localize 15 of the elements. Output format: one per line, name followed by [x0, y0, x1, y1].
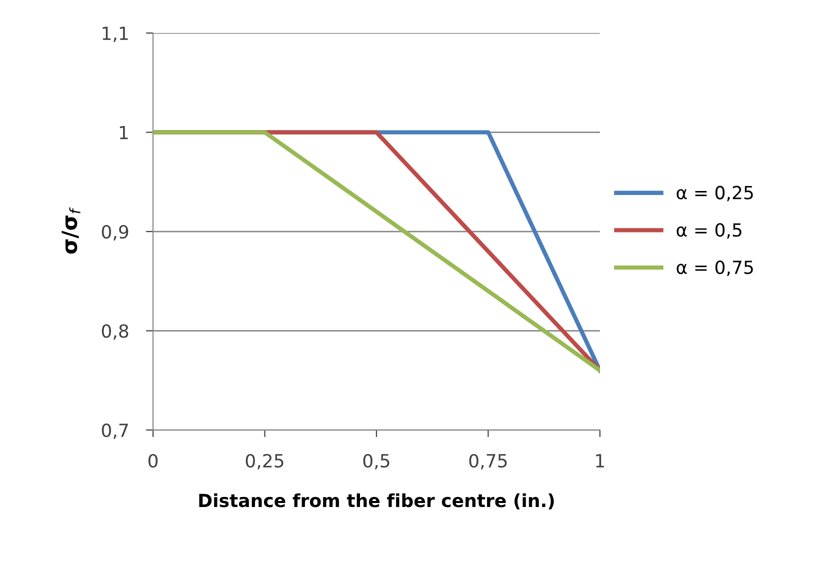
y-tick-label: 0,7: [102, 423, 128, 439]
x-axis-title: Distance from the fiber centre (in.): [199, 493, 554, 510]
y-tick-label: 0,9: [102, 224, 128, 240]
x-tick-label: 0,25: [246, 454, 284, 470]
y-tick-label: 0,8: [102, 324, 128, 340]
x-tick-label: 0,75: [469, 454, 507, 470]
legend-label: α = 0,5: [676, 223, 742, 239]
legend-label: α = 0,25: [676, 186, 753, 202]
x-tick-label: 0,5: [363, 454, 390, 470]
legend-label: α = 0,75: [676, 260, 753, 276]
x-tick-label: 0: [148, 454, 158, 468]
y-tick-label: 1,1: [102, 26, 128, 42]
y-tick-label: 1: [120, 126, 128, 140]
y-axis-title: σ/σ$_{f}$: [62, 207, 80, 254]
x-tick-label: 1: [596, 454, 604, 468]
